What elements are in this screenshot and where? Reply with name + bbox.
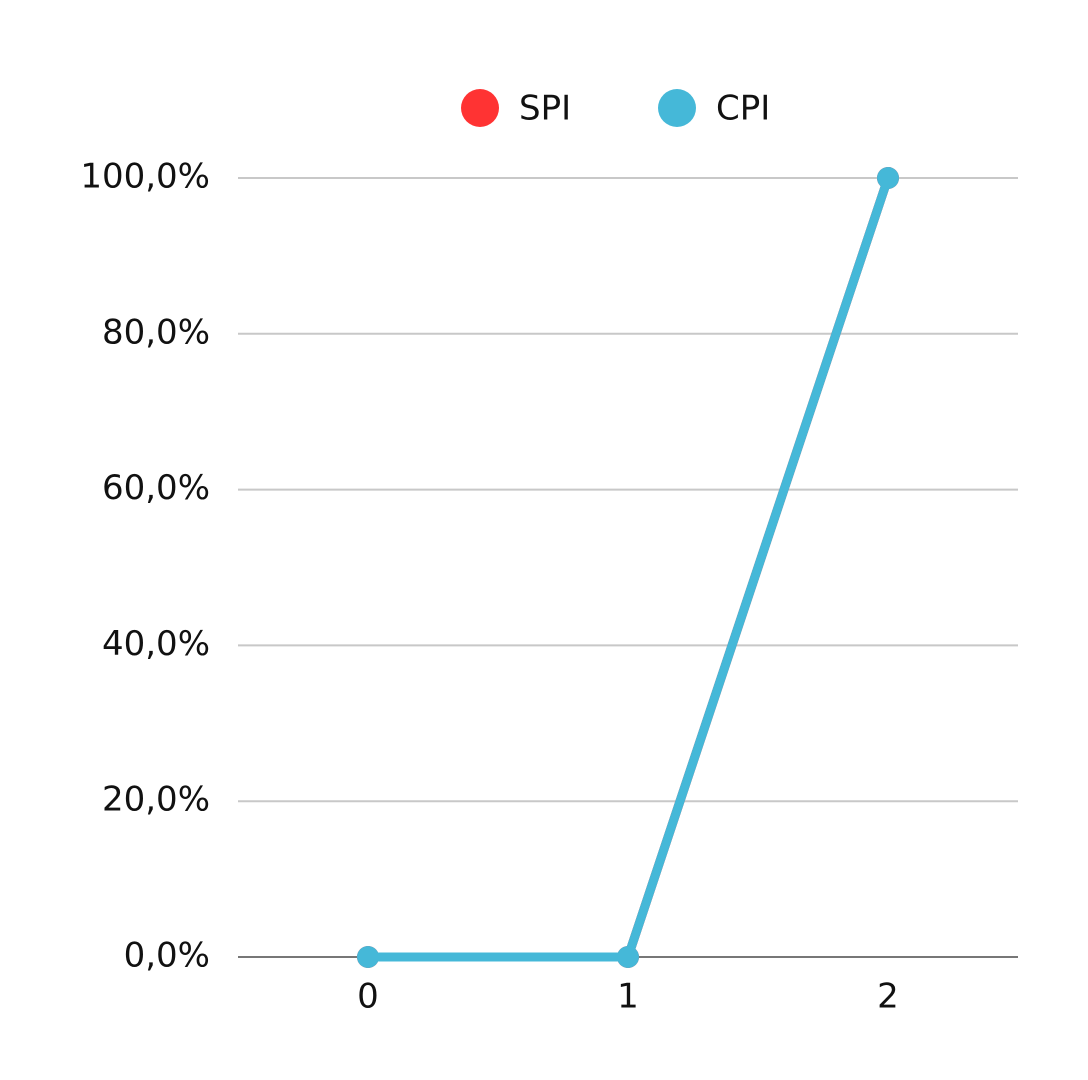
series-line bbox=[368, 176, 893, 962]
legend-marker bbox=[461, 89, 499, 127]
legend-label: CPI bbox=[716, 89, 770, 129]
y-tick-label: 60,0% bbox=[102, 468, 210, 508]
x-tick-label: 0 bbox=[357, 977, 379, 1017]
y-tick-label: 20,0% bbox=[102, 780, 210, 820]
data-point bbox=[877, 167, 899, 189]
x-tick-label: 2 bbox=[877, 977, 899, 1017]
series-line bbox=[368, 176, 893, 962]
data-point bbox=[357, 946, 379, 968]
x-tick-label: 1 bbox=[617, 977, 639, 1017]
legend-label: SPI bbox=[519, 89, 571, 129]
y-tick-label: 40,0% bbox=[102, 624, 210, 664]
legend-marker bbox=[658, 89, 696, 127]
data-point bbox=[617, 946, 639, 968]
y-tick-label: 100,0% bbox=[80, 157, 210, 197]
y-tick-label: 0,0% bbox=[124, 936, 210, 976]
y-tick-label: 80,0% bbox=[102, 312, 210, 352]
